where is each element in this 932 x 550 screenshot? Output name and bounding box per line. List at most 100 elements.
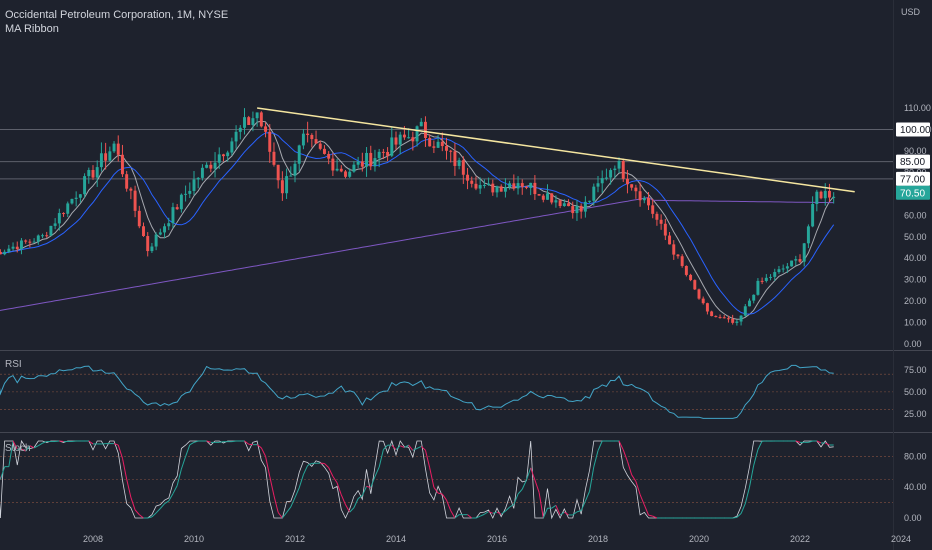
stoch-d-segment — [572, 511, 578, 516]
candles[interactable] — [0, 108, 836, 326]
time-tick-label: 2010 — [184, 534, 204, 544]
candle-body — [550, 193, 554, 203]
rsi-pane[interactable]: 75.00 50.00 25.00 — [0, 365, 927, 419]
stoch-d-segment — [559, 511, 565, 516]
candle-body — [588, 200, 592, 202]
price-tick-label: 40.00 — [904, 253, 927, 263]
candle-body — [516, 183, 520, 189]
stoch-d-segment — [530, 467, 536, 481]
stoch-d-segment — [584, 491, 591, 502]
candle — [19, 238, 23, 255]
candle — [167, 217, 171, 231]
price-level-tag-bg — [896, 171, 930, 186]
candle — [470, 176, 474, 188]
candle-body — [453, 151, 457, 166]
candle-body — [684, 265, 688, 275]
stoch-pane[interactable]: 80.00 40.00 0.00 — [0, 439, 927, 523]
candle — [798, 254, 802, 263]
price-tick-label: 10.00 — [904, 318, 927, 328]
candle-body — [91, 170, 95, 178]
candle-body — [604, 177, 608, 179]
candle — [7, 244, 11, 254]
candle — [482, 179, 486, 189]
price-level-tag-text: 77.00 — [900, 174, 925, 185]
candle — [554, 195, 558, 208]
candle — [137, 205, 141, 229]
stoch-d-segment — [340, 494, 346, 505]
candle — [142, 222, 145, 237]
candle-body — [15, 246, 19, 250]
candle-body — [752, 294, 756, 301]
stoch-d-segment — [353, 498, 359, 508]
stoch-d-segment — [206, 440, 211, 443]
candle — [356, 156, 360, 169]
candle-body — [798, 259, 802, 262]
candle-body — [268, 131, 272, 152]
candle — [537, 193, 541, 196]
candle — [36, 234, 40, 245]
stoch-d-segment — [185, 444, 191, 457]
candle-body — [756, 280, 760, 295]
candle — [533, 175, 537, 200]
candle-body — [322, 148, 326, 154]
candle-body — [28, 241, 32, 243]
candle-body — [436, 141, 440, 148]
candle — [196, 177, 200, 189]
candle-body — [184, 193, 188, 195]
candle-body — [217, 154, 221, 163]
candle — [726, 315, 730, 323]
time-axis[interactable]: 2008 2010 2012 2014 2016 2018 2020 2022 2024 — [83, 534, 911, 544]
candle-body — [142, 226, 145, 237]
candle-body — [66, 203, 70, 214]
candle-body — [617, 160, 621, 169]
candle — [360, 152, 364, 172]
price-axis[interactable]: 110.00100.0090.0080.0070.0060.0050.0040.… — [896, 103, 932, 349]
stoch-d-segment — [589, 466, 595, 492]
candle-body — [554, 200, 558, 203]
candle — [600, 170, 604, 193]
candle-body — [722, 317, 726, 319]
candle — [524, 186, 528, 190]
candle — [546, 184, 549, 200]
candle — [66, 201, 70, 218]
candle — [773, 268, 777, 281]
trendline[interactable] — [257, 107, 855, 193]
candle-body — [129, 188, 133, 191]
stoch-d-segment — [126, 479, 132, 498]
candle-body — [790, 260, 794, 267]
ma-fast-line — [0, 120, 835, 320]
candle — [163, 223, 167, 239]
candle-body — [394, 137, 398, 145]
stoch-d-segment — [513, 493, 519, 505]
candle — [668, 231, 672, 245]
stoch-d-segment — [597, 440, 603, 451]
horizontal-levels[interactable] — [0, 129, 893, 180]
price-tick-label: 60.00 — [904, 210, 927, 220]
candle-body — [348, 171, 352, 177]
candle-body — [609, 170, 613, 178]
stoch-d-segment — [538, 492, 544, 519]
candle-body — [680, 256, 684, 266]
stoch-d-segment — [172, 485, 178, 494]
candle — [689, 273, 693, 282]
candle-body — [179, 194, 183, 210]
candle-body — [520, 183, 524, 187]
candle — [625, 169, 629, 194]
candle-body — [314, 139, 318, 144]
stoch-d-segment — [825, 442, 830, 446]
candle-body — [335, 168, 339, 171]
candle — [129, 187, 133, 200]
candle — [104, 142, 108, 170]
stoch-d-segment — [631, 474, 637, 482]
price-level-tag-text: 100.00 — [900, 125, 931, 136]
stoch-d-segment — [8, 440, 14, 467]
candle — [827, 183, 831, 202]
candle-body — [398, 134, 402, 145]
candle-body — [773, 272, 777, 277]
candle — [179, 193, 183, 213]
candle — [95, 160, 99, 187]
candle-body — [259, 112, 263, 127]
candle-body — [255, 112, 259, 119]
candle-body — [276, 164, 280, 181]
